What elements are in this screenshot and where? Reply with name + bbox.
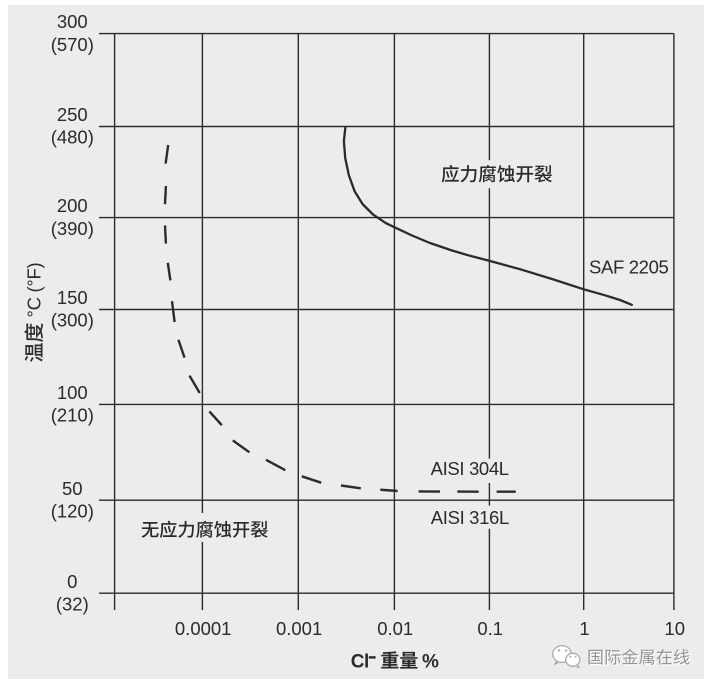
svg-text:50: 50	[62, 478, 83, 499]
svg-text:%: %	[422, 651, 439, 672]
svg-text:10: 10	[664, 618, 685, 639]
svg-text:300: 300	[57, 11, 88, 32]
svg-text:(120): (120)	[51, 500, 94, 521]
svg-text:0: 0	[67, 571, 77, 592]
svg-text:0.0001: 0.0001	[175, 618, 232, 639]
svg-text:Cl: Cl	[351, 651, 369, 672]
svg-text:0.01: 0.01	[377, 618, 413, 639]
svg-text:250: 250	[57, 104, 88, 125]
svg-text:SAF 2205: SAF 2205	[589, 257, 669, 278]
svg-text:(210): (210)	[51, 405, 94, 426]
svg-text:(570): (570)	[51, 34, 94, 55]
svg-text:100: 100	[57, 382, 88, 403]
svg-text:(32): (32)	[56, 593, 89, 614]
svg-text:0.001: 0.001	[276, 618, 322, 639]
svg-text:0.1: 0.1	[477, 618, 503, 639]
svg-text:°C (°F): °C (°F)	[24, 263, 45, 318]
svg-text:AISI 316L: AISI 316L	[431, 507, 509, 528]
svg-text:200: 200	[57, 195, 88, 216]
svg-text:150: 150	[57, 287, 88, 308]
svg-text:AISI 304L: AISI 304L	[431, 458, 509, 479]
svg-text:(390): (390)	[51, 218, 94, 239]
svg-text:(480): (480)	[51, 127, 94, 148]
svg-text:1: 1	[579, 618, 589, 639]
svg-text:(300): (300)	[51, 310, 94, 331]
